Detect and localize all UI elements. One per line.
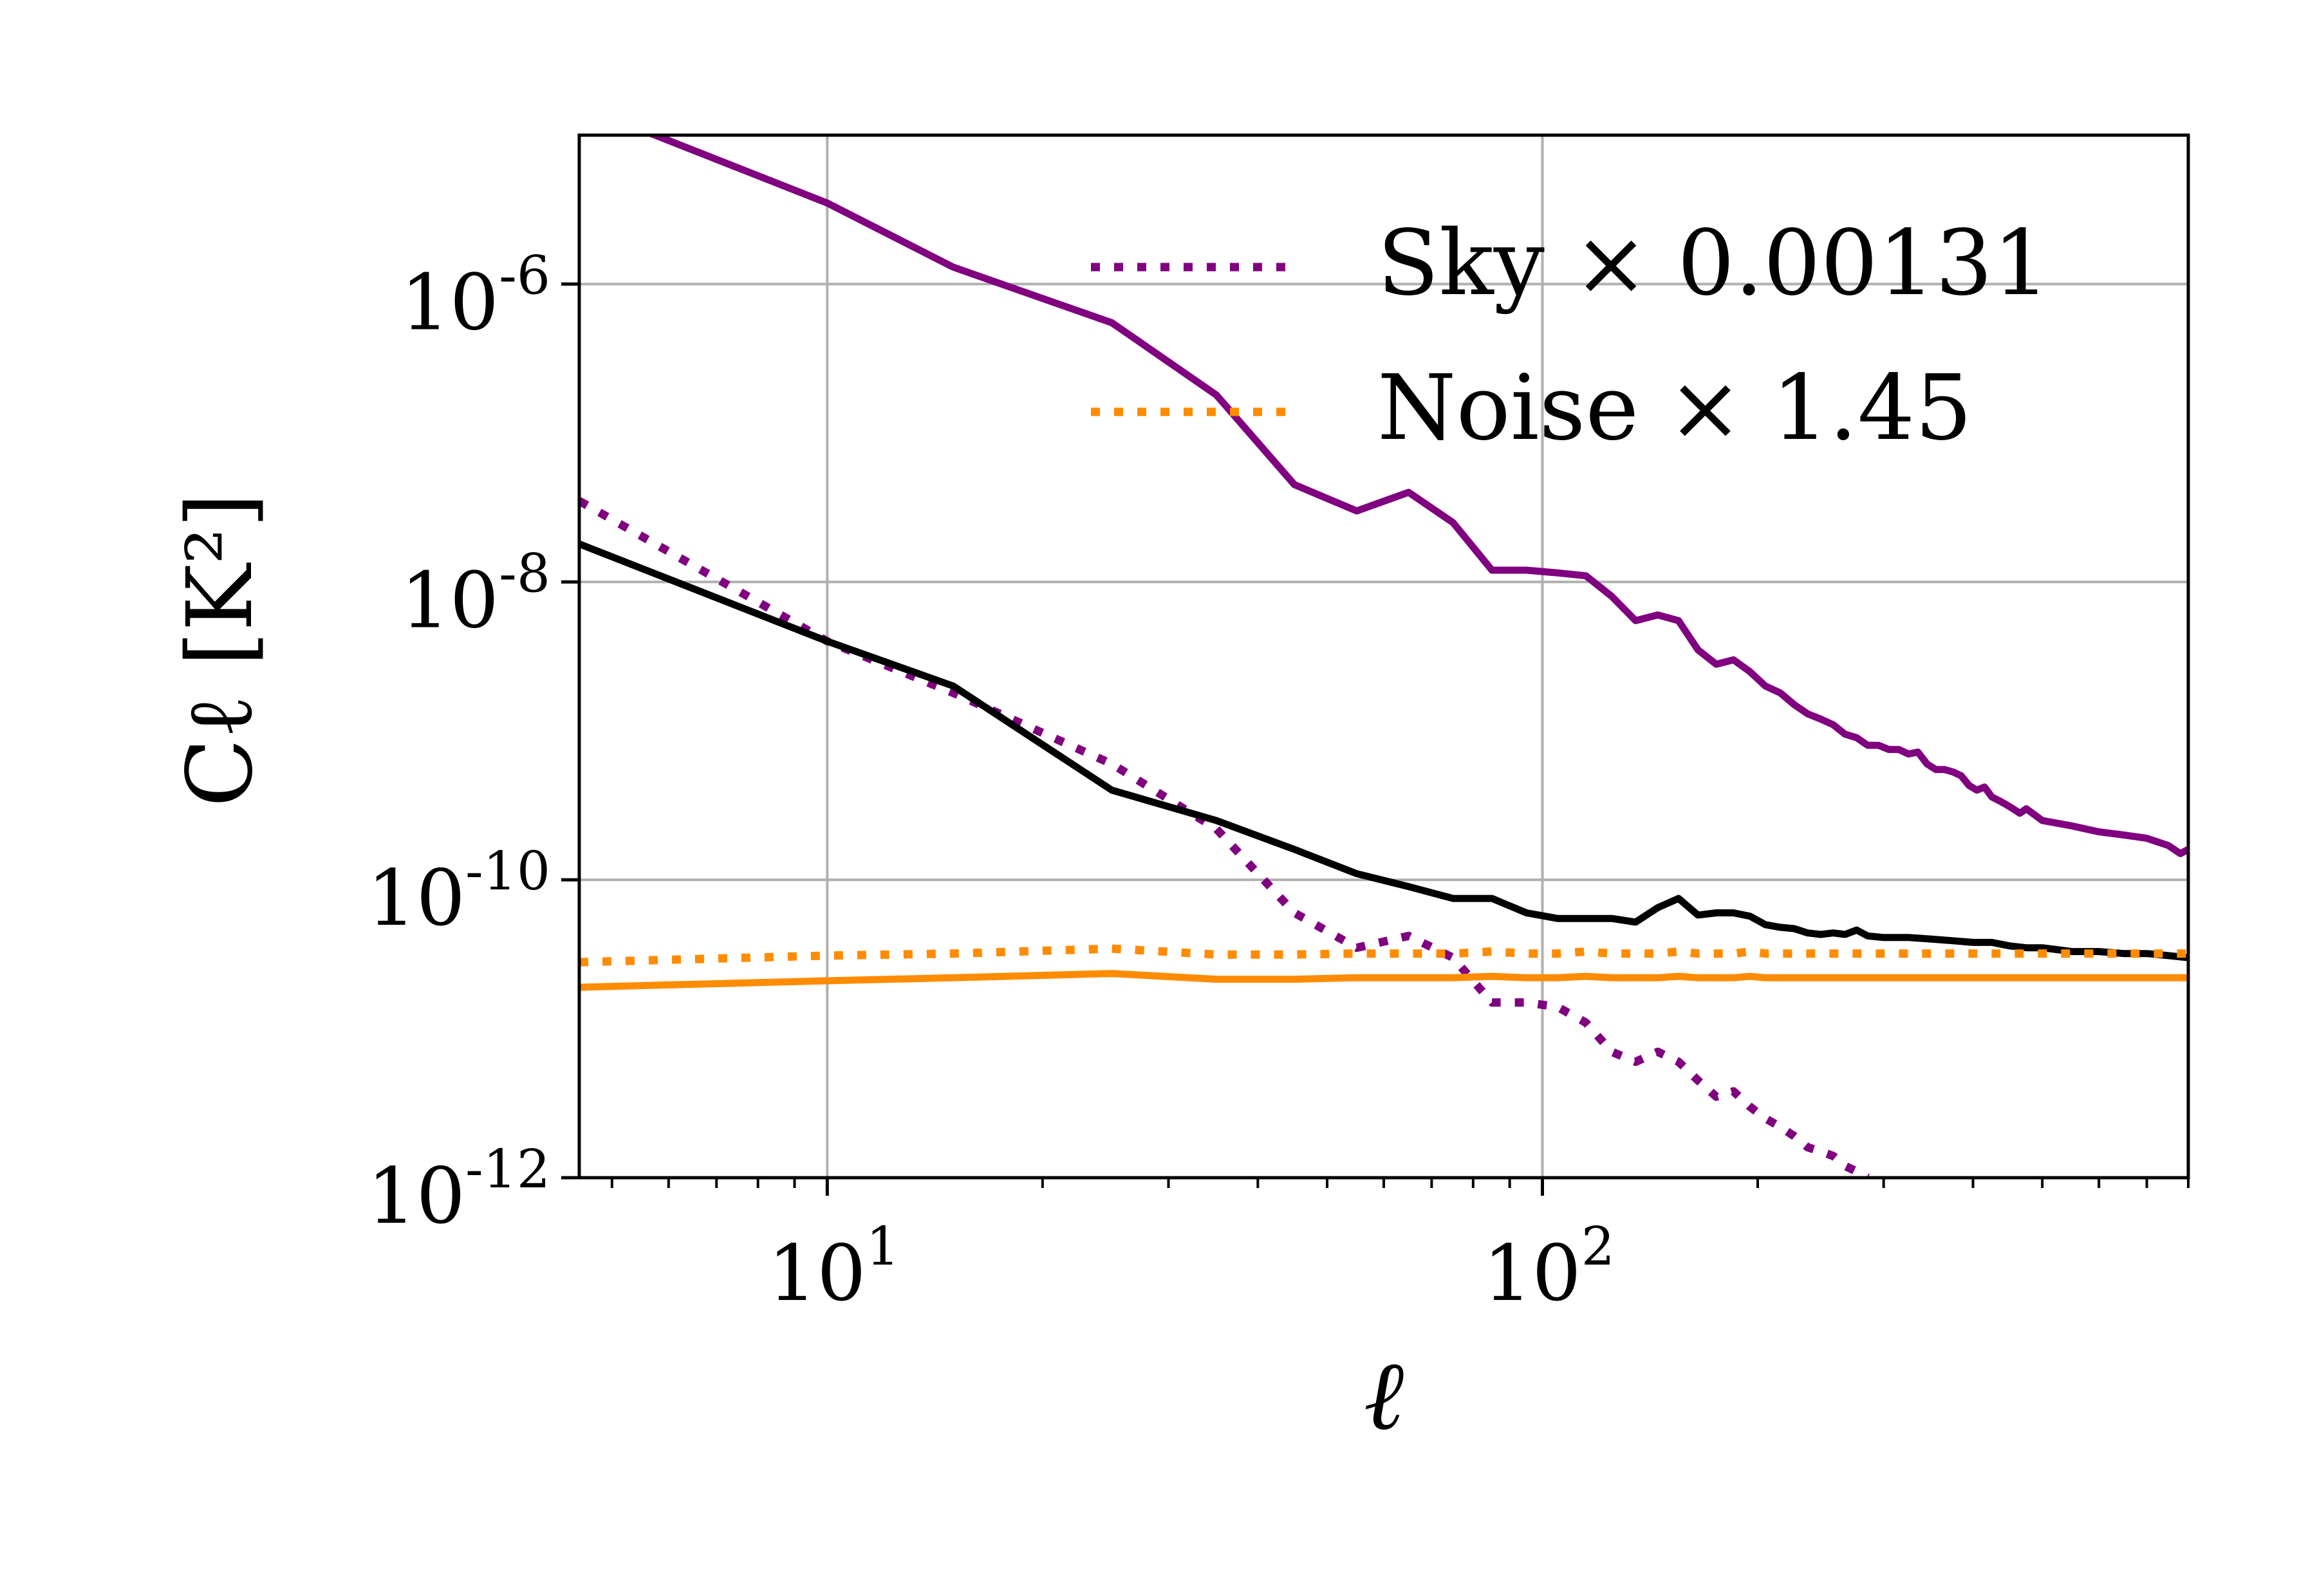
x-axis-ticks: 101 102 bbox=[768, 1178, 1615, 1319]
y-tick-label: 10-10 bbox=[367, 841, 550, 943]
series-line-3 bbox=[579, 541, 2188, 961]
y-axis-label: Cℓ [K²] bbox=[168, 493, 273, 808]
y-tick-label: 10-6 bbox=[400, 245, 550, 348]
x-tick-label: 101 bbox=[768, 1216, 900, 1319]
series-line-2 bbox=[579, 497, 1870, 1178]
x-minor-ticks bbox=[610, 1178, 2190, 1188]
x-axis-label: ℓ bbox=[1364, 1340, 1404, 1452]
x-tick-label: 102 bbox=[1483, 1216, 1615, 1319]
y-axis-ticks: 10-6 10-8 10-10 10-12 bbox=[367, 245, 579, 1241]
series-line-1 bbox=[645, 135, 2188, 857]
series-line-4 bbox=[579, 970, 2188, 991]
legend-label-2: Noise × 1.45 bbox=[1377, 356, 1972, 461]
data-series bbox=[579, 135, 2188, 1178]
legend: Sky × 0.00131 Noise × 1.45 bbox=[1091, 211, 2050, 461]
legend-label-1: Sky × 0.00131 bbox=[1377, 211, 2050, 316]
series-line-5 bbox=[579, 944, 2188, 967]
y-tick-label: 10-8 bbox=[400, 543, 550, 645]
y-tick-label: 10-12 bbox=[367, 1139, 550, 1241]
